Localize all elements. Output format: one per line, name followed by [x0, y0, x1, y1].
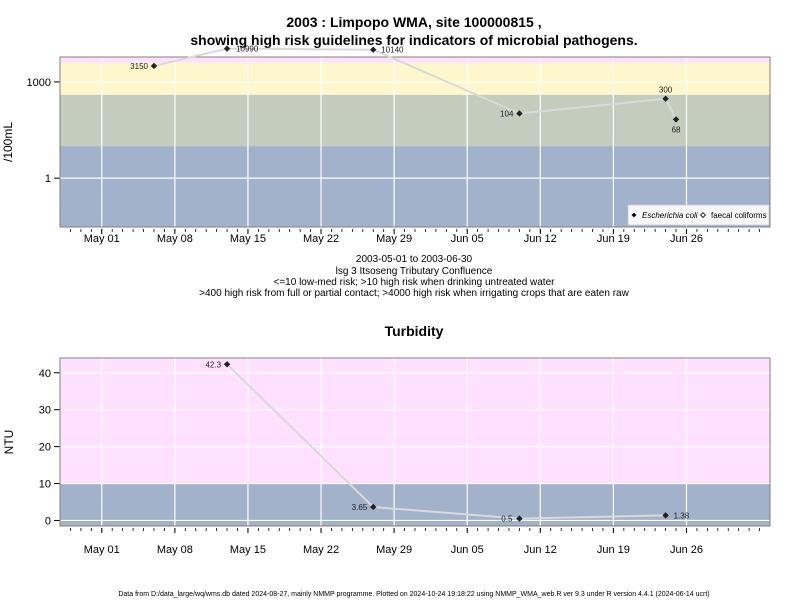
x-tick-label: May 08	[157, 233, 193, 245]
data-label: 68	[672, 125, 681, 134]
x-tick-label: Jun 05	[451, 233, 484, 245]
legend-marker-filled	[631, 212, 637, 218]
data-point-marker	[223, 45, 231, 52]
x-tick-label: Jun 19	[597, 544, 630, 556]
data-label: 10990	[236, 45, 259, 54]
risk-band	[60, 94, 770, 147]
legend-marker-open	[700, 212, 706, 218]
series-line	[226, 363, 666, 520]
series-line	[153, 47, 677, 120]
y-tick-label: 0	[45, 515, 51, 527]
subtitle-note-1: <=10 low-med risk; >10 high risk when dr…	[274, 277, 556, 288]
subtitle-note-2: >400 high risk from full or partial cont…	[199, 288, 629, 299]
chart-title-line2: showing high risk guidelines for indicat…	[190, 32, 637, 48]
data-point-marker	[223, 361, 231, 368]
x-tick-label: Jun 12	[524, 544, 557, 556]
data-label: 10140	[381, 46, 404, 55]
legend-label: faecal coliforms	[711, 211, 767, 220]
plot-frame	[59, 56, 771, 228]
subtitle-date-range: 2003-05-01 to 2003-06-30	[356, 254, 473, 265]
plot-frame	[59, 357, 771, 527]
data-point-marker	[516, 515, 523, 522]
y-tick-label: 30	[39, 405, 51, 417]
x-tick-label: May 22	[303, 233, 339, 245]
risk-band	[60, 483, 770, 526]
subtitle-site-name: lsg 3 Itsoseng Tributary Confluence	[336, 266, 493, 277]
risk-band	[60, 57, 770, 63]
x-tick-label: May 15	[230, 544, 266, 556]
y-tick-label: 1000	[27, 77, 51, 89]
data-point-marker	[672, 116, 680, 123]
x-tick-label: May 01	[84, 544, 120, 556]
data-label: 104	[500, 109, 514, 118]
data-label: 3150	[130, 62, 148, 71]
y-tick-label: 40	[39, 368, 51, 380]
x-tick-label: Jun 05	[451, 544, 484, 556]
y-tick-label: 1	[45, 173, 51, 185]
legend-label: Escherichia coli	[642, 211, 698, 220]
chart-title-line1: 2003 : Limpopo WMA, site 100000815 ,	[286, 14, 541, 30]
data-point-marker	[662, 512, 669, 519]
x-tick-label: Jun 12	[524, 233, 557, 245]
risk-band	[60, 358, 770, 484]
microbial-panel: May 01 May 08 May 15 May 22 May 29 Jun 05 Jun …	[1, 45, 771, 245]
x-tick-label: May 29	[376, 544, 412, 556]
x-tick-label: May 15	[230, 233, 266, 245]
legend-box	[627, 204, 770, 226]
x-tick-label: May 29	[376, 233, 412, 245]
x-tick-label: Jun 19	[597, 233, 630, 245]
x-tick-label: May 22	[303, 544, 339, 556]
data-point-marker	[370, 503, 377, 511]
data-point-marker	[662, 95, 669, 102]
y-axis-label: /100mL	[1, 122, 15, 162]
y-axis-label: NTU	[2, 430, 16, 455]
footer-note: Data from D:/data_large/wq/wms.db dated …	[118, 591, 709, 598]
data-label: 0.5	[501, 515, 513, 524]
data-label: 42.3	[205, 360, 221, 369]
x-tick-label: Jun 26	[670, 544, 703, 556]
data-label: 1.38	[674, 511, 690, 520]
turbidity-title: Turbidity	[385, 323, 444, 339]
x-tick-label: Jun 26	[670, 233, 703, 245]
data-point-marker	[370, 46, 377, 53]
data-label: 300	[659, 86, 673, 95]
data-point-marker	[150, 62, 158, 70]
x-tick-label: May 08	[157, 544, 193, 556]
turbidity-panel: May 01 May 08 May 15 May 22 May 29 Jun 05 Jun …	[2, 357, 771, 556]
data-point-marker	[516, 110, 523, 117]
y-tick-label: 20	[39, 442, 51, 454]
x-tick-label: May 01	[84, 233, 120, 245]
y-tick-label: 10	[39, 479, 51, 491]
data-label: 3.65	[352, 503, 368, 512]
